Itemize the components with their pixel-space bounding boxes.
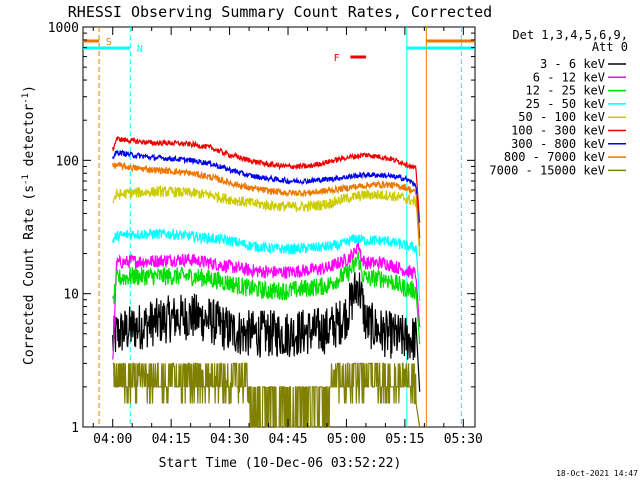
footer-timestamp: 18-Oct-2021 14:47 <box>556 469 638 478</box>
series-line-7000-15000-keV <box>112 362 421 428</box>
series-line-6-12-keV <box>112 237 421 360</box>
x-tick-label: 05:30 <box>444 432 483 447</box>
series-line-3-6-keV <box>112 272 421 392</box>
chart-title: RHESSI Observing Summary Count Rates, Co… <box>68 3 492 21</box>
legend-label: 25 - 50 keV <box>526 97 605 111</box>
y-tick-label: 100 <box>56 154 79 169</box>
y-axis: 1 10 100 1000 <box>48 21 475 436</box>
series-line-800-7000-keV <box>112 161 421 246</box>
annotation-group: S N F <box>106 37 366 64</box>
legend-label: 12 - 25 keV <box>526 84 605 98</box>
series-line-25-50-keV <box>112 228 421 302</box>
x-tick-label: 04:15 <box>152 432 191 447</box>
y-tick-label: 1 <box>71 421 79 436</box>
legend-label: 300 - 800 keV <box>511 137 605 151</box>
legend-label: 50 - 100 keV <box>518 110 605 124</box>
x-tick-label: 05:00 <box>327 432 366 447</box>
y-axis-label-mid: detector <box>22 104 37 175</box>
annotation-n: N <box>137 44 143 55</box>
x-tick-label: 04:30 <box>210 432 249 447</box>
legend-label: 6 - 12 keV <box>533 70 605 84</box>
legend-label: 100 - 300 keV <box>511 124 605 138</box>
y-axis-label-main: Corrected Count Rate (s <box>22 185 37 365</box>
y-axis-label-sup2: -1 <box>21 93 31 104</box>
series-line-50-100-keV <box>112 185 421 256</box>
y-axis-label-sup1: -1 <box>21 174 31 185</box>
x-tick-label: 05:15 <box>385 432 424 447</box>
series-line-100-300-keV <box>112 135 421 223</box>
y-axis-label-end: ) <box>22 85 37 93</box>
legend-header-2: Att 0 <box>592 40 628 54</box>
y-tick-label: 10 <box>63 288 79 303</box>
series-group <box>112 135 421 428</box>
x-axis: 04:00 04:15 04:30 04:45 05:00 05:15 05:30 <box>92 27 483 447</box>
x-tick-label: 04:45 <box>268 432 307 447</box>
x-axis-label: Start Time (10-Dec-06 03:52:22) <box>159 456 402 471</box>
legend-label: 3 - 6 keV <box>540 57 605 71</box>
y-tick-label: 1000 <box>48 21 79 36</box>
series-line-300-800-keV <box>112 149 421 239</box>
x-tick-label: 04:00 <box>93 432 132 447</box>
annotation-s: S <box>106 37 112 48</box>
annotation-f: F <box>334 53 340 64</box>
event-lines <box>83 27 475 427</box>
y-axis-label: Corrected Count Rate (s-1 detector-1) <box>21 85 37 365</box>
series-line-12-25-keV <box>112 250 421 344</box>
legend-label: 800 - 7000 keV <box>504 150 605 164</box>
legend-header-1: Det 1,3,4,5,6,9, <box>512 28 628 42</box>
legend-label: 7000 - 15000 keV <box>489 163 605 177</box>
